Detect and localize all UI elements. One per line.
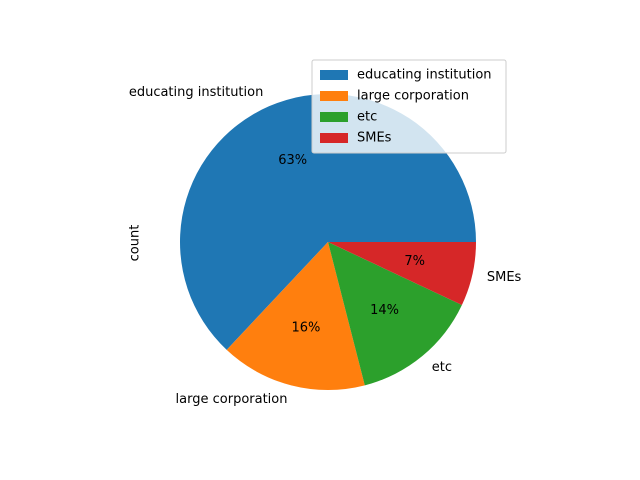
legend-swatch	[320, 70, 348, 80]
legend: educating institution large corporation et…	[311, 59, 507, 154]
labels-layer: educating institution 63% large corporatio…	[129, 85, 522, 407]
slice-label: etc	[432, 360, 452, 375]
legend-entry-label: educating institution	[357, 68, 492, 83]
pie-slice-educating-institution	[180, 93, 476, 350]
legend-entry-label: etc	[357, 110, 377, 125]
legend-entry-label: SMEs	[357, 131, 392, 146]
slices-layer	[180, 93, 476, 391]
slice-percent-label: 14%	[370, 303, 399, 318]
legend-swatch	[320, 133, 348, 143]
legend-entry-label: large corporation	[357, 89, 469, 104]
legend-swatch	[320, 91, 348, 101]
slice-percent-label: 16%	[291, 321, 320, 336]
slice-percent-label: 7%	[404, 254, 425, 269]
legend-frame	[311, 59, 507, 154]
pie-slice-large-corporation	[226, 242, 365, 391]
pie-slice-smes	[328, 242, 476, 306]
legend-swatch	[320, 112, 348, 122]
slice-label: educating institution	[129, 85, 264, 100]
pie-slice-etc	[328, 242, 462, 386]
slice-percent-label: 63%	[278, 153, 307, 168]
y-axis-label: count	[128, 225, 143, 262]
slice-label: large corporation	[176, 392, 288, 407]
slice-label: SMEs	[487, 270, 522, 285]
